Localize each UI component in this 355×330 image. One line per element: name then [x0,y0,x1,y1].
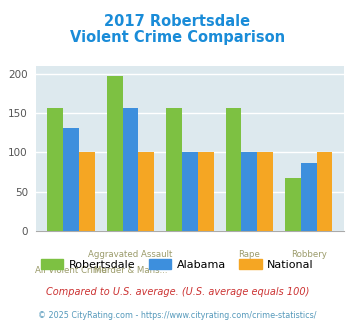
Bar [63,128,79,231]
Text: Robbery: Robbery [291,250,327,259]
Text: Compared to U.S. average. (U.S. average equals 100): Compared to U.S. average. (U.S. average … [46,287,309,297]
Bar [122,109,138,231]
Bar [198,152,214,231]
Text: Aggravated Assault: Aggravated Assault [88,250,173,259]
Bar [79,152,95,231]
Bar [182,152,198,231]
Bar [317,152,333,231]
Bar [285,178,301,231]
Text: All Violent Crime: All Violent Crime [36,266,107,275]
Text: Rape: Rape [238,250,260,259]
Bar [47,108,63,231]
Legend: Robertsdale, Alabama, National: Robertsdale, Alabama, National [37,255,318,274]
Text: Violent Crime Comparison: Violent Crime Comparison [70,30,285,46]
Bar [107,76,122,231]
Bar [166,109,182,231]
Text: © 2025 CityRating.com - https://www.cityrating.com/crime-statistics/: © 2025 CityRating.com - https://www.city… [38,311,317,320]
Bar [301,163,317,231]
Text: Murder & Mans...: Murder & Mans... [94,266,167,275]
Text: 2017 Robertsdale: 2017 Robertsdale [104,14,251,29]
Bar [225,108,241,231]
Bar [241,152,257,231]
Bar [257,152,273,231]
Bar [138,152,154,231]
